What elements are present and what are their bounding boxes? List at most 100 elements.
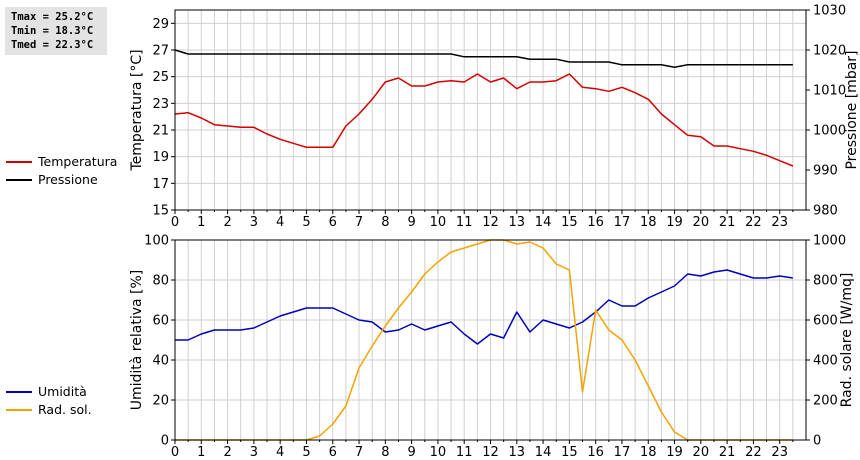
x-tick-label: 19	[666, 215, 683, 230]
x-tick-label: 13	[509, 445, 526, 460]
x-tick-label: 22	[745, 445, 762, 460]
series-line-pressione	[174, 49, 793, 68]
x-tick-label: 10	[430, 445, 447, 460]
y-right-tick-label: 0	[813, 434, 821, 449]
x-tick-label: 11	[456, 215, 473, 230]
legend-label-pressione: Pressione	[38, 172, 98, 187]
top-y-axis-label-right: Pressione [mbar]	[844, 50, 860, 169]
x-tick-label: 23	[771, 445, 788, 460]
y-right-tick-label: 1020	[813, 44, 846, 59]
x-tick-label: 0	[171, 445, 179, 460]
bottom-y-axis-label: Umidità relativa [%]	[129, 270, 145, 411]
top-series	[174, 49, 794, 167]
x-tick-label: 7	[355, 215, 363, 230]
y-right-tick-label: 1010	[813, 84, 846, 99]
bottom-y-axis-label-right: Rad. solare [W/mq]	[839, 273, 855, 408]
x-tick-label: 17	[614, 445, 631, 460]
y-right-tick-label: 1000	[813, 234, 846, 249]
y-right-tick-label: 990	[813, 164, 838, 179]
x-tick-label: 2	[223, 215, 231, 230]
bottom-x-ticks: 0 1 2 3 4 5 6 7 8 9 10 11 12 13 14 15 16 17 18 19 20 21 22 23	[171, 440, 794, 460]
x-tick-label: 6	[329, 445, 337, 460]
legend-item-rad-sol: Rad. sol.	[6, 402, 92, 417]
x-tick-label: 15	[561, 445, 578, 460]
x-tick-label: 23	[771, 215, 788, 230]
y-tick-label: 21	[152, 124, 169, 139]
y-tick-label: 17	[152, 177, 169, 192]
bottom-legend: Umidità Rad. sol.	[6, 384, 92, 417]
y-tick-label: 60	[152, 314, 169, 329]
top-x-ticks: 0 1 2 3 4 5 6 7 8 9 10 11 12 13 14 15 16 17 18 19 20 21 22 23	[171, 210, 794, 230]
x-tick-label: 16	[587, 445, 604, 460]
x-tick-label: 14	[535, 215, 552, 230]
x-tick-label: 20	[693, 215, 710, 230]
y-tick-label: 40	[152, 354, 169, 369]
y-right-tick-label: 1000	[813, 124, 846, 139]
series-line-rad-sol	[175, 239, 793, 441]
x-tick-label: 12	[482, 215, 499, 230]
x-tick-label: 17	[614, 215, 631, 230]
legend-item-pressione: Pressione	[6, 172, 98, 187]
x-tick-label: 19	[666, 445, 683, 460]
y-right-tick-label: 400	[813, 354, 838, 369]
x-tick-label: 5	[302, 445, 310, 460]
y-tick-label: 25	[152, 70, 169, 85]
top-legend: Temperatura Pressione	[6, 154, 117, 187]
legend-label-umidita: Umidità	[38, 384, 87, 399]
temperature-pressure-chart: 0 1 2 3 4 5 6 7 8 9 10 11 12 13 14 15 16 17 18 19 20 21 22 23 1…	[129, 4, 860, 231]
y-tick-label: 20	[152, 394, 169, 409]
y-right-tick-label: 1030	[813, 4, 846, 19]
y-tick-label: 100	[144, 234, 169, 249]
legend-item-umidita: Umidità	[6, 384, 87, 399]
x-tick-label: 1	[197, 215, 205, 230]
x-tick-label: 21	[719, 445, 736, 460]
x-tick-label: 9	[407, 445, 415, 460]
bottom-series	[175, 239, 794, 441]
x-tick-label: 6	[329, 215, 337, 230]
bottom-y-ticks-right: 0 200 400 600 800 1000	[806, 234, 846, 449]
x-tick-label: 8	[381, 445, 389, 460]
series-line-umidit	[175, 269, 794, 345]
x-tick-label: 7	[355, 445, 363, 460]
x-tick-label: 1	[197, 445, 205, 460]
x-tick-label: 15	[561, 215, 578, 230]
legend-label-rad-sol: Rad. sol.	[38, 402, 92, 417]
x-tick-label: 12	[482, 445, 499, 460]
x-tick-label: 14	[535, 445, 552, 460]
humidity-solar-chart: 0 1 2 3 4 5 6 7 8 9 10 11 12 13 14 15 16 17 18 19 20 21 22 23 0…	[129, 234, 855, 460]
top-grid	[175, 10, 806, 211]
tmin-text: Tmin = 18.3°C	[11, 25, 94, 37]
x-tick-label: 5	[302, 215, 310, 230]
stats-box: Tmax = 25.2°C Tmin = 18.3°C Tmed = 22.3°…	[5, 7, 107, 55]
x-tick-label: 10	[430, 215, 447, 230]
top-y-ticks: 15 17 19 21 23 25 27 29	[152, 17, 175, 219]
x-tick-label: 9	[407, 215, 415, 230]
x-tick-label: 4	[276, 445, 284, 460]
x-tick-label: 21	[719, 215, 736, 230]
y-tick-label: 29	[152, 17, 169, 32]
x-tick-label: 3	[250, 445, 258, 460]
x-tick-label: 4	[276, 215, 284, 230]
x-tick-label: 16	[587, 215, 604, 230]
bottom-y-ticks: 0 20 40 60 80 100	[144, 234, 175, 449]
tmax-text: Tmax = 25.2°C	[11, 11, 94, 23]
x-tick-label: 18	[640, 445, 657, 460]
x-tick-label: 22	[745, 215, 762, 230]
x-tick-label: 8	[381, 215, 389, 230]
tmed-text: Tmed = 22.3°C	[11, 39, 94, 51]
top-y-axis-label: Temperatura [°C]	[129, 49, 145, 171]
y-tick-label: 0	[161, 434, 169, 449]
x-tick-label: 2	[223, 445, 231, 460]
y-tick-label: 23	[152, 97, 169, 112]
x-tick-label: 3	[250, 215, 258, 230]
y-right-tick-label: 200	[813, 394, 838, 409]
y-tick-label: 15	[152, 204, 169, 219]
x-tick-label: 11	[456, 445, 473, 460]
x-tick-label: 13	[509, 215, 526, 230]
x-tick-label: 20	[693, 445, 710, 460]
y-tick-label: 80	[152, 274, 169, 289]
y-tick-label: 19	[152, 150, 169, 165]
legend-item-temperatura: Temperatura	[6, 154, 117, 169]
bottom-grid	[175, 239, 806, 441]
